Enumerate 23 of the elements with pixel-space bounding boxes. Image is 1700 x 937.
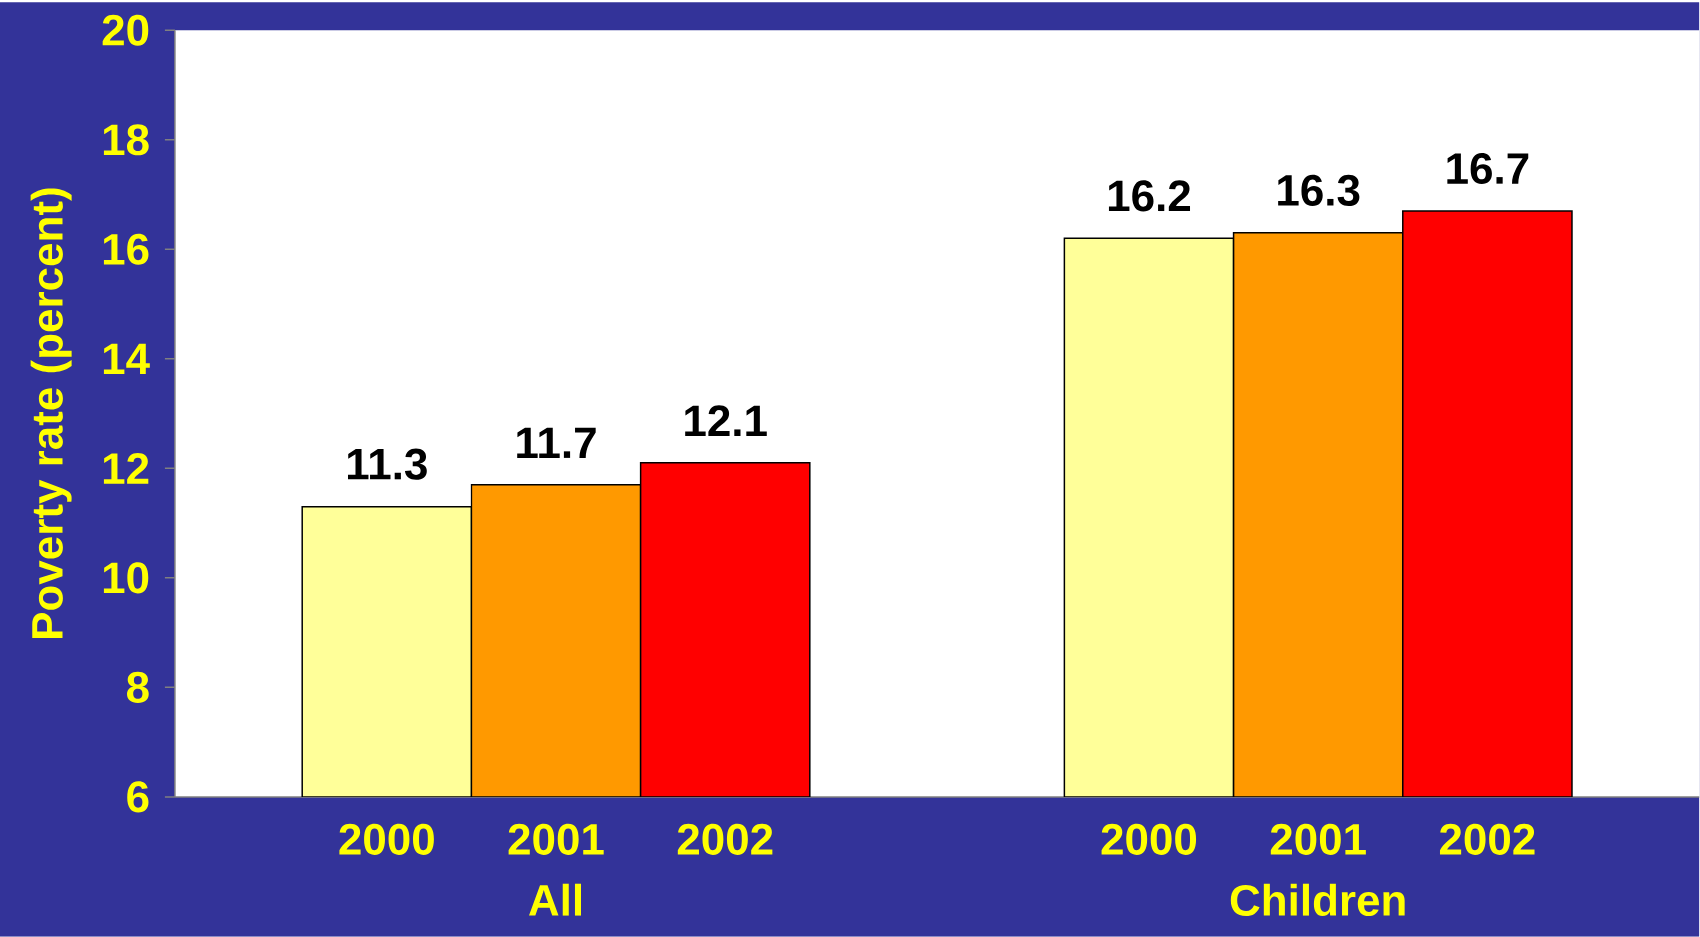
y-axis-title: Poverty rate (percent) [30,188,72,638]
y-tick-label: 20 [102,14,149,46]
data-label: 11.7 [517,427,596,458]
y-tick-label: 16 [103,233,149,265]
x-tick-label: All [529,883,581,916]
y-tick-label: 8 [127,671,149,704]
series-label: 2001 [508,823,604,855]
text: 2001 [1270,823,1366,855]
data-label: 16.7 [1447,153,1529,185]
y-tick-label: 10 [103,562,149,594]
y-tick-label: 12 [103,453,149,484]
data-label: 11.3 [348,448,427,480]
x-tick-label: Children [1230,883,1405,917]
series-label: 2000 [339,823,434,855]
data-label: 16.2 [1108,180,1191,212]
y-tick-label: 14 [103,343,150,374]
y-tick-label: 18 [103,124,149,156]
text: 2000 [1101,823,1197,855]
series-label: 2002 [677,823,773,855]
text: 2002 [1439,823,1535,855]
data-label: 16.3 [1278,174,1360,207]
y-tick-label: 6 [127,781,149,813]
data-label: 12.1 [685,405,767,437]
